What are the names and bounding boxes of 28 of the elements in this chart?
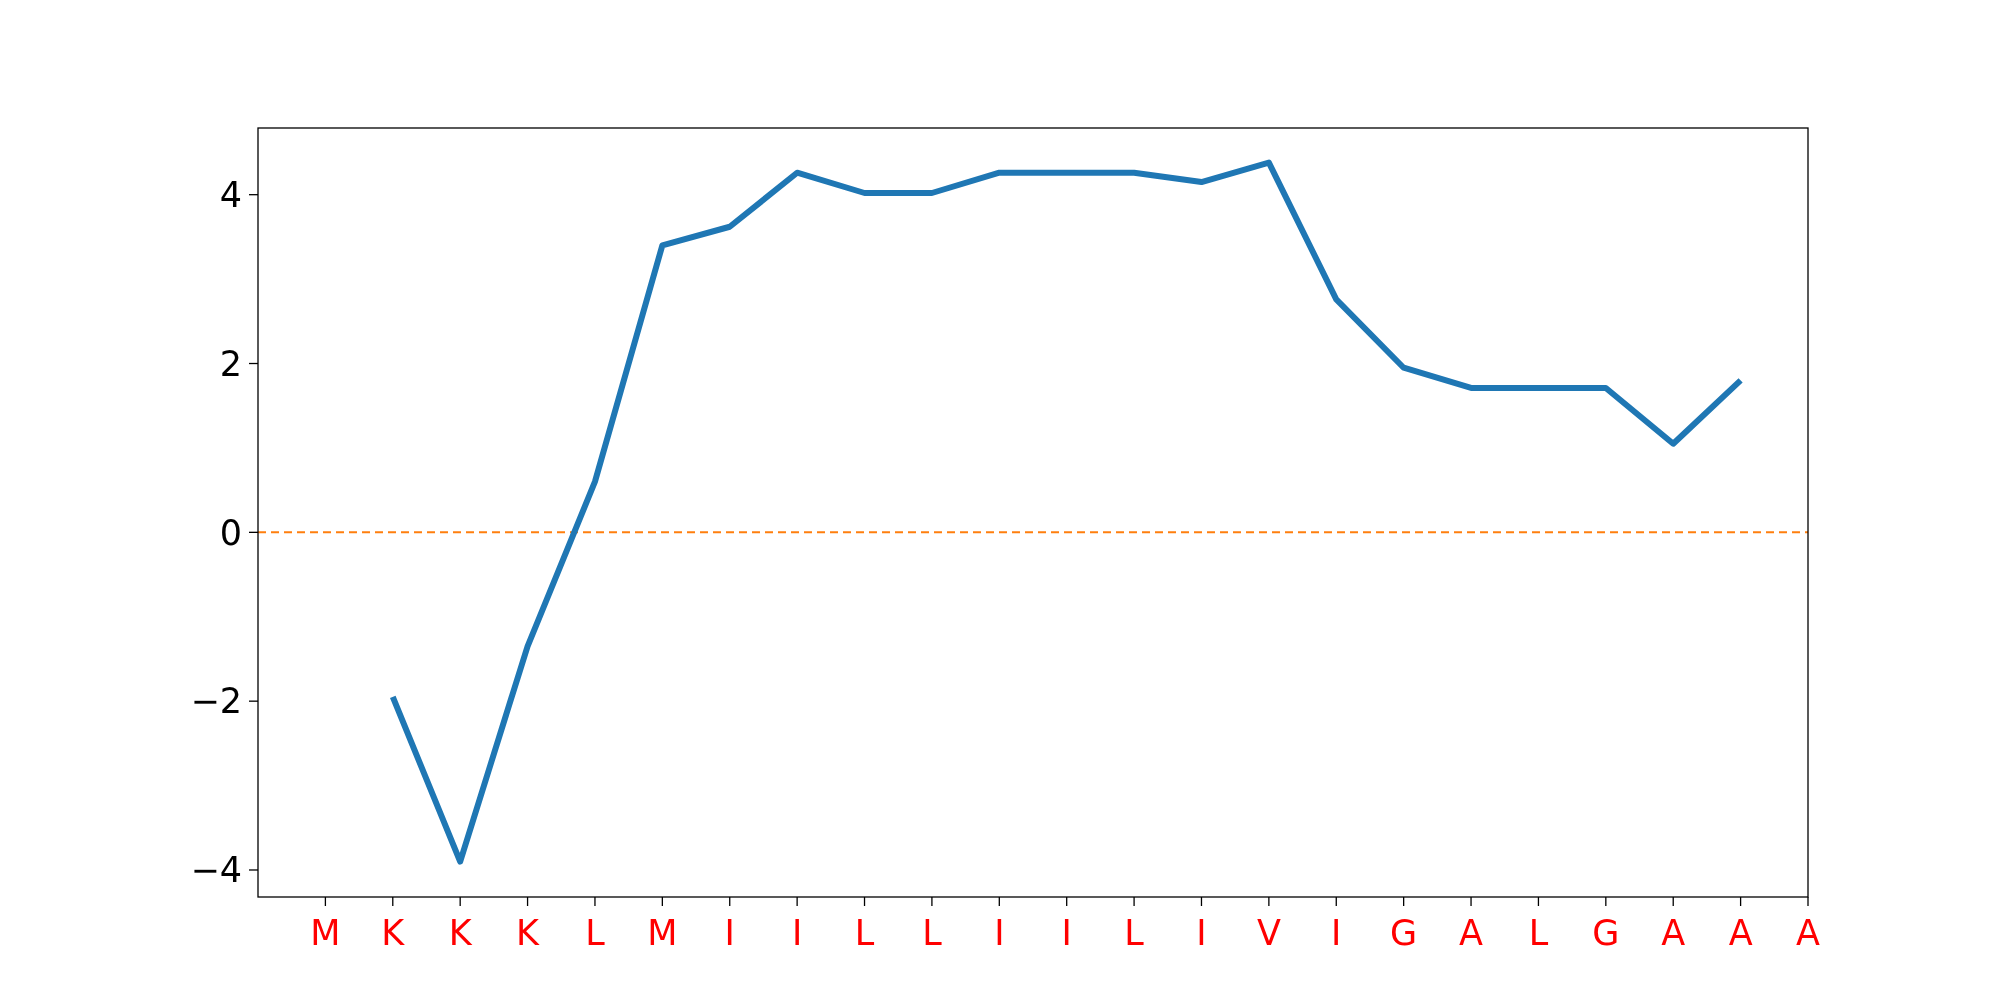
x-tick-label: I	[791, 913, 803, 953]
x-tick-label: I	[994, 913, 1005, 953]
x-tick-label: K	[448, 913, 473, 953]
x-tick-label: V	[1256, 913, 1281, 953]
x-tick-label: I	[1196, 913, 1207, 953]
x-tick-label: A	[1728, 913, 1753, 953]
x-tick-label: A	[1459, 913, 1484, 953]
x-tick-label: A	[1661, 913, 1686, 953]
y-tick-label: 2	[219, 343, 242, 384]
x-tick-label: L	[1124, 913, 1145, 953]
x-tick-label: I	[1061, 913, 1072, 953]
x-tick-label: A	[1796, 913, 1821, 953]
y-tick-label: −4	[190, 850, 242, 891]
x-tick-label: G	[1592, 913, 1620, 953]
y-tick-label: 0	[219, 512, 242, 553]
x-tick-label: I	[1331, 913, 1342, 953]
x-tick-label: G	[1390, 913, 1418, 953]
y-tick-label: 4	[219, 174, 242, 215]
x-tick-label: M	[647, 913, 678, 953]
x-tick-label: L	[585, 913, 606, 953]
x-tick-label: K	[381, 913, 406, 953]
x-tick-label: L	[922, 913, 943, 953]
x-tick-label: I	[724, 913, 735, 953]
x-tick-label: L	[1528, 913, 1549, 953]
y-tick-label: −2	[190, 681, 242, 722]
x-tick-label: K	[516, 913, 541, 953]
x-tick-label: L	[854, 913, 875, 953]
x-tick-label: M	[310, 913, 341, 953]
